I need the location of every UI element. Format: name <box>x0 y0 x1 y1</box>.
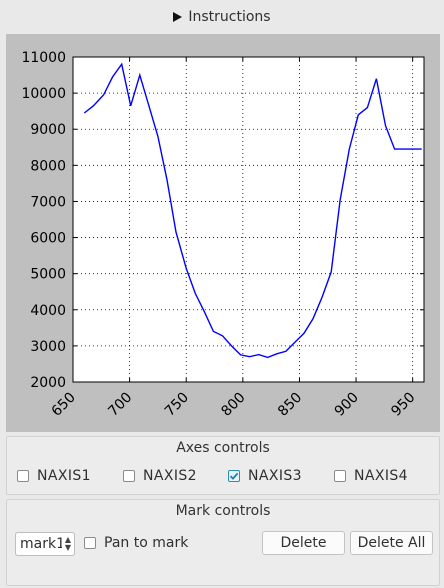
delete-button[interactable]: Delete <box>262 531 345 555</box>
delete-all-button[interactable]: Delete All <box>350 531 433 555</box>
x-tick-label: 700 <box>105 390 135 420</box>
x-tick-label: 800 <box>218 390 248 420</box>
checkbox-icon <box>17 470 29 482</box>
naxis1-checkbox[interactable]: NAXIS1 <box>17 468 91 484</box>
plot-area <box>73 57 424 382</box>
x-tick-label: 650 <box>49 390 79 420</box>
y-tick-label: 7000 <box>30 194 66 210</box>
y-tick-label: 11000 <box>21 50 66 66</box>
y-tick-label: 8000 <box>30 158 66 174</box>
x-tick-label: 850 <box>275 390 305 420</box>
mark-select[interactable]: mark1 ▲ ▼ <box>15 532 75 556</box>
pan-to-mark-checkbox[interactable]: Pan to mark <box>84 535 188 551</box>
instructions-toggle[interactable]: Instructions <box>0 0 444 33</box>
y-tick-label: 2000 <box>30 375 66 391</box>
mark-controls-title: Mark controls <box>175 503 271 519</box>
x-tick-label: 900 <box>332 390 362 420</box>
checkbox-icon <box>123 470 135 482</box>
y-tick-label: 10000 <box>21 86 66 102</box>
naxis1-label: NAXIS1 <box>37 468 91 484</box>
x-tick-label: 750 <box>162 390 192 420</box>
axes-controls-panel: Axes controls NAXIS1 NAXIS2 NAXIS3 NAXIS… <box>6 436 440 495</box>
spectrum-plot[interactable]: 650 700 750 800 850 900 950 2000 3000 4000 5000 600… <box>6 34 440 432</box>
y-tick-label: 4000 <box>30 303 66 319</box>
checkbox-icon <box>334 470 346 482</box>
plot-panel[interactable]: 650 700 750 800 850 900 950 2000 3000 4000 5000 600… <box>6 34 440 432</box>
axes-controls-title: Axes controls <box>176 440 270 456</box>
naxis2-checkbox[interactable]: NAXIS2 <box>123 468 197 484</box>
play-triangle-icon <box>173 11 183 22</box>
instructions-label: Instructions <box>188 8 271 25</box>
mark-controls-panel: Mark controls mark1 ▲ ▼ Pan to mark Delet… <box>6 499 440 586</box>
pan-to-mark-label: Pan to mark <box>104 535 189 551</box>
checkbox-icon <box>84 537 96 549</box>
x-tick-label: 950 <box>388 390 418 420</box>
naxis3-checkbox[interactable]: NAXIS3 <box>228 468 302 484</box>
y-tick-label: 5000 <box>30 267 66 283</box>
spinner-arrows-icon: ▲ ▼ <box>64 535 71 552</box>
naxis4-label: NAXIS4 <box>354 468 408 484</box>
checked-checkbox-icon <box>228 470 240 482</box>
spectrum-line <box>83 62 422 359</box>
naxis3-label: NAXIS3 <box>248 468 302 484</box>
plot-border <box>72 56 425 383</box>
mark-select-value: mark1 <box>20 536 62 552</box>
y-tick-label: 3000 <box>30 339 66 355</box>
y-tick-label: 6000 <box>30 231 66 247</box>
y-tick-label: 9000 <box>30 122 66 138</box>
naxis2-label: NAXIS2 <box>143 468 197 484</box>
naxis4-checkbox[interactable]: NAXIS4 <box>334 468 408 484</box>
